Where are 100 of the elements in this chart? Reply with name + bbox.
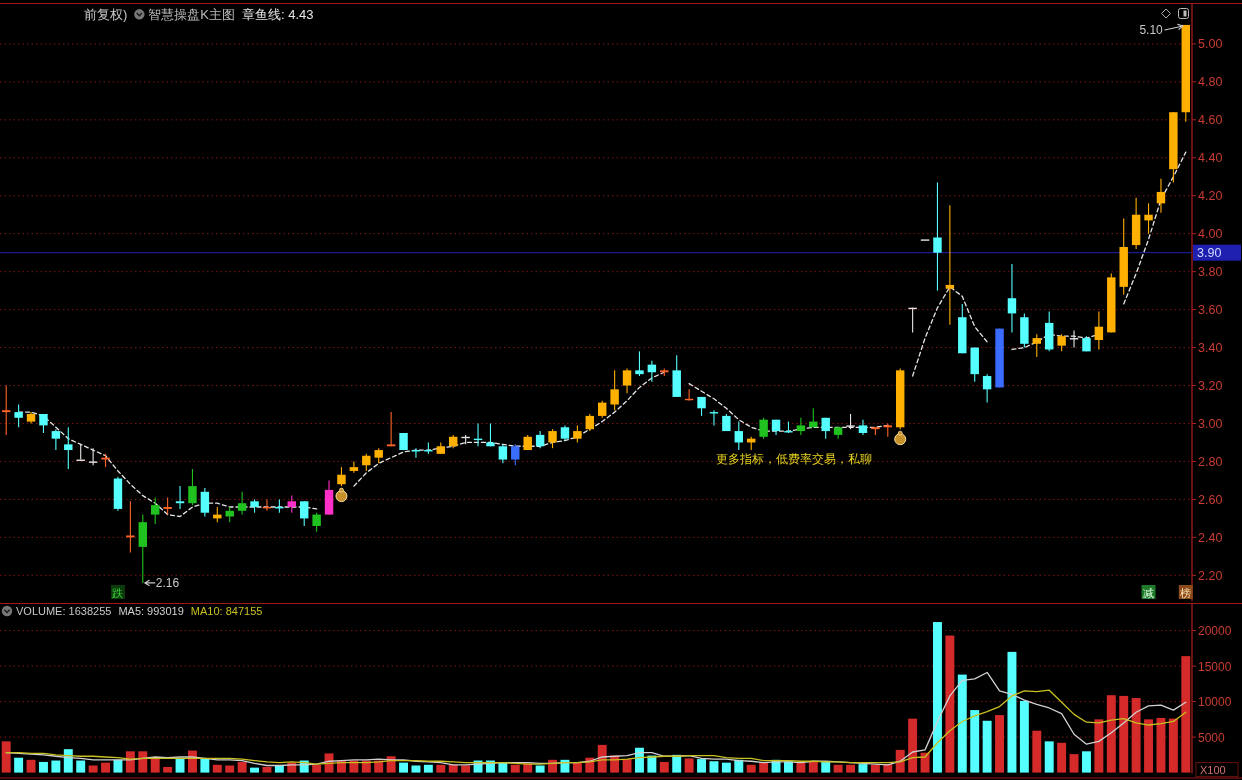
- bar: [808, 761, 818, 773]
- bar: [970, 710, 980, 773]
- bar: [684, 758, 694, 773]
- bar: [721, 762, 731, 773]
- y-tick-label: 2.80: [1198, 454, 1223, 469]
- bar: [51, 760, 61, 773]
- bar: [38, 761, 48, 773]
- bar: [1106, 695, 1116, 773]
- y-tick-label: 4.00: [1198, 227, 1223, 242]
- bar: [759, 762, 769, 773]
- bar: [1168, 718, 1178, 773]
- bar: [1144, 719, 1154, 773]
- y-tick-label: 4.60: [1198, 113, 1223, 128]
- annotation: MA5: 993019: [118, 605, 184, 617]
- bar: [225, 765, 235, 773]
- bar: [746, 764, 756, 773]
- y-axis-title: X100: [1200, 763, 1226, 776]
- bar: [250, 767, 260, 773]
- bar: [423, 764, 433, 773]
- y-tick-label: 10000: [1198, 695, 1232, 710]
- bar: [920, 752, 930, 773]
- bar: [1, 741, 11, 773]
- bar: [709, 761, 719, 773]
- bar: [1032, 730, 1042, 773]
- bar: [560, 759, 570, 773]
- axis-unit: X100: [1195, 762, 1239, 778]
- y-tick-label: 4.20: [1198, 189, 1223, 204]
- y-tick-label: 2.60: [1198, 492, 1223, 507]
- annotation: 5.10: [1139, 23, 1164, 38]
- y-tick-label: 3.80: [1198, 265, 1223, 280]
- bar: [883, 764, 893, 773]
- bar: [697, 759, 707, 773]
- bar: [237, 761, 247, 773]
- bar: [26, 759, 36, 773]
- bar: [125, 751, 135, 773]
- y-tick-label: 5000: [1198, 730, 1226, 745]
- y-tick-label: 20000: [1198, 624, 1232, 639]
- bar: [1069, 754, 1079, 773]
- bar: [163, 766, 173, 773]
- bar: [88, 765, 98, 773]
- chart-subtitle: 智慧操盘K主图: [148, 7, 236, 22]
- bar: [945, 635, 955, 773]
- bar: [63, 749, 73, 773]
- bar: [548, 759, 558, 773]
- bar: [411, 765, 421, 773]
- bar: [597, 744, 607, 773]
- bar: [672, 754, 682, 773]
- y-tick-label: 15000: [1198, 659, 1232, 674]
- bar: [200, 758, 210, 773]
- annotation: 2.16: [155, 576, 180, 591]
- bar: [361, 760, 371, 773]
- bar: [833, 764, 843, 773]
- y-tick-label: 3.40: [1198, 341, 1223, 356]
- bar: [1007, 651, 1017, 773]
- y-tick-label: 2.20: [1198, 568, 1223, 583]
- bar: [448, 764, 458, 773]
- annotation: VOLUME: 1638255: [16, 605, 112, 617]
- bar: [846, 764, 856, 773]
- bar: [995, 715, 1005, 773]
- bar: [312, 764, 322, 773]
- bar: [932, 622, 942, 773]
- bar: [262, 766, 272, 773]
- y-tick-label: 3.60: [1198, 303, 1223, 318]
- bar: [498, 762, 508, 773]
- bar: [957, 674, 967, 773]
- bar: [1081, 751, 1091, 773]
- bar: [76, 760, 86, 773]
- annotation: MA10: 847155: [190, 605, 263, 617]
- y-tick-label: 4.80: [1198, 75, 1223, 90]
- bar: [572, 762, 582, 773]
- bar: [908, 718, 918, 773]
- bar: [510, 764, 520, 773]
- bar: [101, 762, 111, 773]
- bar: [659, 761, 669, 773]
- annotation: 更多指标，低费率交易，私聊: [716, 452, 872, 466]
- bar: [1057, 742, 1067, 773]
- bar: [113, 759, 123, 773]
- y-tick-label: 5.00: [1198, 37, 1223, 52]
- bar: [1131, 698, 1141, 773]
- bar: [138, 751, 148, 773]
- chart-title: 前复权): [84, 7, 128, 22]
- bar: [734, 759, 744, 773]
- bar: [212, 764, 222, 773]
- bar: [535, 765, 545, 773]
- bar: [14, 757, 24, 773]
- bar: [1019, 700, 1029, 773]
- bar: [1156, 717, 1166, 773]
- bar: [870, 764, 880, 773]
- y-tick-label: 3.00: [1198, 416, 1223, 431]
- bar: [399, 762, 409, 773]
- bar: [150, 757, 160, 773]
- bar: [461, 765, 471, 773]
- ref-line-label: 3.90: [1197, 246, 1222, 261]
- bar: [436, 764, 446, 773]
- y-tick-label: 2.40: [1198, 530, 1223, 545]
- bar: [1044, 741, 1054, 773]
- annotation: 章鱼线: 4.43: [242, 7, 314, 22]
- bar: [175, 758, 185, 773]
- bar: [858, 764, 868, 773]
- bar: [1094, 719, 1104, 773]
